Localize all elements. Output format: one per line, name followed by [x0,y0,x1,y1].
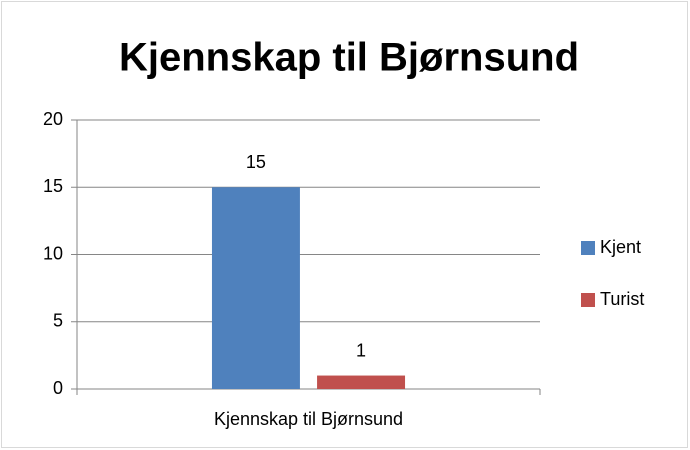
legend-label: Turist [600,289,644,309]
y-tick-label: 15 [43,176,63,196]
data-label: 15 [246,152,266,172]
legend-swatch [581,241,595,255]
y-tick-label: 20 [43,109,63,129]
legend-swatch [581,293,595,307]
y-tick-label: 0 [53,378,63,398]
legend-label: Kjent [600,237,641,257]
data-label: 1 [356,340,366,360]
bar [317,375,406,389]
y-tick-label: 10 [43,243,63,263]
x-tick-label: Kjennskap til Bjørnsund [214,409,403,429]
chart-title: Kjennskap til Bjørnsund [119,36,579,80]
bar [211,187,300,389]
y-tick-label: 5 [53,311,63,331]
